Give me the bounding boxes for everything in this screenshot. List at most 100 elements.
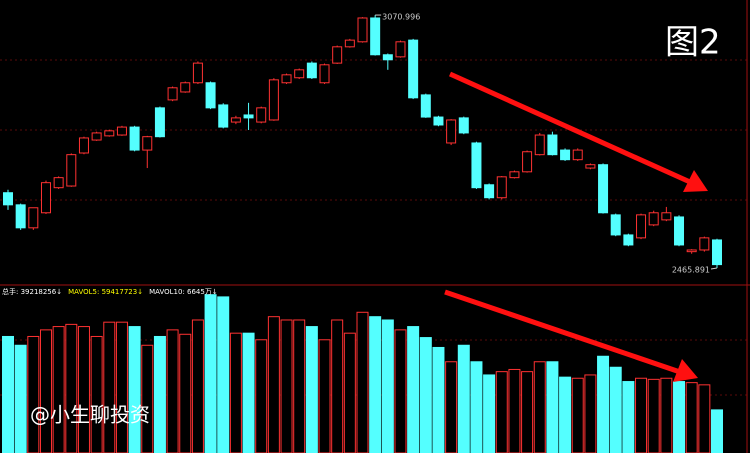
- candle-body: [522, 151, 533, 173]
- candle-body: [674, 216, 685, 246]
- arrow-head: [683, 170, 708, 192]
- volume-bar: [584, 374, 597, 453]
- volume-bar: [115, 321, 128, 453]
- volume-bar: [229, 332, 242, 453]
- candle-body: [496, 176, 507, 199]
- volume-bar: [179, 333, 192, 453]
- volume-bar: [331, 319, 344, 453]
- candle-body: [192, 62, 203, 84]
- candle-body: [648, 212, 659, 226]
- candle-body: [382, 54, 393, 61]
- candle-body: [534, 134, 545, 156]
- candle-body: [332, 46, 343, 64]
- candle-body: [471, 142, 482, 189]
- candle-body: [408, 39, 419, 99]
- trend-arrows: [444, 71, 708, 382]
- candle-body: [636, 214, 647, 239]
- volume-bar: [432, 346, 445, 453]
- candle-body: [294, 69, 305, 79]
- volume-bar: [495, 371, 508, 453]
- candle-body: [623, 234, 634, 246]
- volume-bar: [255, 339, 268, 453]
- volume-bar: [293, 319, 306, 453]
- candle-body: [560, 149, 571, 161]
- volume-bar: [445, 361, 458, 453]
- volume-bar: [103, 321, 116, 453]
- volume-bar: [635, 377, 648, 453]
- volume-bar: [242, 332, 255, 453]
- candle-body: [167, 87, 178, 101]
- candle-body: [28, 207, 39, 229]
- candle-body: [395, 41, 406, 58]
- candle-body: [40, 182, 51, 214]
- candle-body: [547, 134, 558, 156]
- volume-bar: [407, 326, 420, 453]
- volume-bar: [622, 381, 635, 453]
- volume-bar: [14, 344, 27, 453]
- volume-bar: [711, 409, 723, 453]
- candle-body: [243, 114, 254, 119]
- candle-body: [268, 79, 279, 121]
- volume-bar: [508, 368, 521, 453]
- volume-bar: [27, 335, 40, 453]
- candle-body: [180, 82, 191, 93]
- candle-body: [610, 214, 621, 236]
- volume-bar: [546, 361, 559, 453]
- candle-body: [142, 136, 153, 151]
- volume-bar: [660, 377, 673, 453]
- candle-body: [306, 62, 317, 79]
- volume-bar: [381, 319, 394, 453]
- volume-bar: [39, 329, 52, 453]
- candle-body: [344, 39, 355, 48]
- candle-body: [129, 126, 140, 151]
- volume-bar: [267, 316, 280, 453]
- watermark: @小生聊投资: [30, 403, 150, 427]
- candle-body: [598, 164, 609, 214]
- volume-bar: [305, 326, 318, 453]
- volume-bar: [521, 371, 534, 453]
- volume-bar: [204, 294, 217, 453]
- volume-bar: [698, 384, 711, 453]
- figure-label: 图2: [665, 23, 721, 63]
- volume-bar: [343, 332, 356, 453]
- volume-bar: [571, 377, 584, 453]
- volume-bar: [191, 319, 204, 453]
- candle-body: [357, 17, 368, 43]
- marks: 3070.996 2465.891 总手: 39218256↓ MAVOL5: 594…: [2, 13, 723, 453]
- volume-bar: [559, 376, 572, 453]
- volume-bar: [217, 296, 230, 453]
- candle-body: [116, 126, 127, 136]
- volume-bar: [90, 335, 103, 453]
- volume-bar: [128, 326, 141, 453]
- high-label: 3070.996: [382, 13, 420, 22]
- candle-body: [205, 82, 216, 109]
- volume-bar: [280, 319, 293, 453]
- candle-body: [420, 94, 431, 118]
- volume-indicator: MAVOL5: 59417723↓: [68, 288, 143, 296]
- low-pointer: [710, 267, 718, 270]
- volume-bar: [166, 329, 179, 453]
- volume-bar: [597, 355, 610, 453]
- volume-bar: [318, 339, 331, 453]
- low-label: 2465.891: [672, 265, 710, 274]
- candle-body: [458, 117, 469, 134]
- volume-bar: [673, 381, 686, 453]
- volume-indicator: MAVOL10: 6645万↓: [149, 288, 218, 296]
- volume-bar: [533, 361, 546, 453]
- candle-body: [66, 154, 77, 187]
- trend-arrow: [444, 289, 681, 375]
- trend-arrow: [448, 71, 692, 185]
- candle-body: [699, 237, 710, 251]
- volume-bar: [419, 337, 432, 453]
- volume-bar: [609, 366, 622, 453]
- candle-body: [319, 64, 330, 84]
- volume-indicator: 总手: 39218256↓: [2, 287, 62, 296]
- candle-body: [154, 107, 165, 138]
- volume-bar: [369, 316, 382, 453]
- arrow-head: [673, 359, 698, 382]
- volume-bar: [394, 329, 407, 453]
- candle-body: [370, 17, 381, 56]
- candle-body: [78, 137, 89, 154]
- volume-bar: [356, 311, 369, 453]
